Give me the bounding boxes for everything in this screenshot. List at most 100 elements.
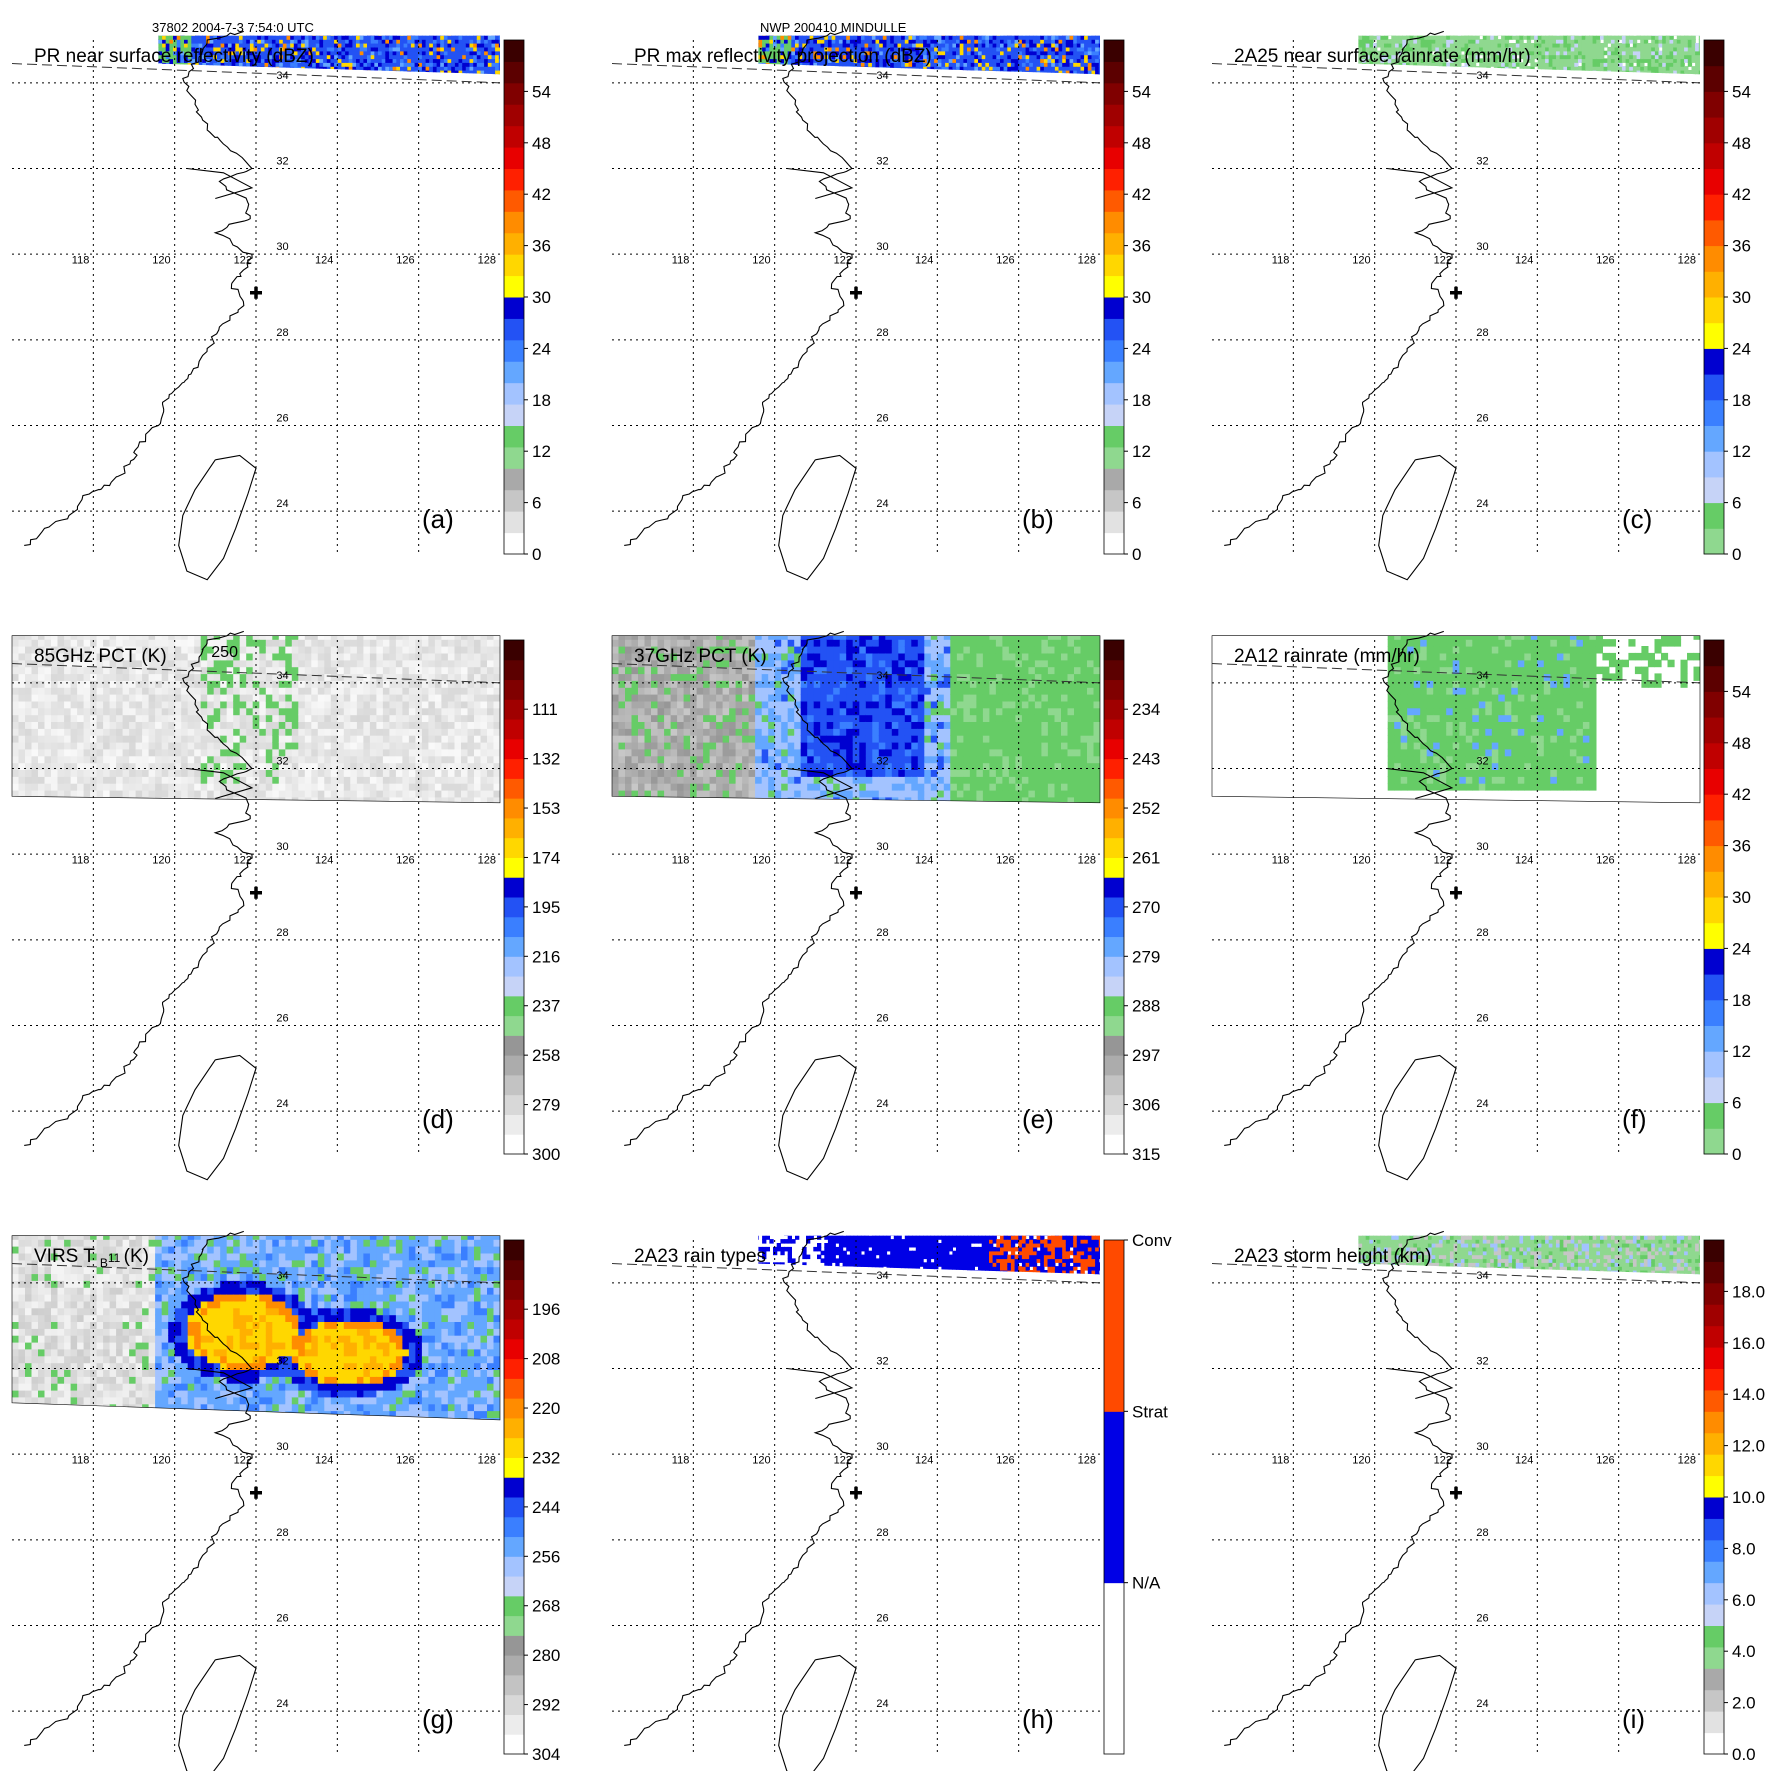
colorbar-label: 8.0 bbox=[1732, 1539, 1756, 1558]
lat-tick-label: 26 bbox=[1476, 413, 1488, 425]
lat-tick-label: 34 bbox=[1476, 670, 1488, 682]
lat-tick-label: 24 bbox=[1476, 1098, 1488, 1110]
lon-tick-label: 128 bbox=[1678, 255, 1696, 267]
colorbar-label: 306 bbox=[1132, 1096, 1160, 1115]
swath-edge-line bbox=[11, 663, 501, 684]
lat-tick-label: 34 bbox=[876, 70, 888, 82]
colorbar-label: 258 bbox=[532, 1046, 560, 1065]
lon-tick-label: 120 bbox=[1352, 855, 1370, 867]
colorbar-label: 48 bbox=[1132, 134, 1151, 153]
panel-letter: (g) bbox=[422, 1704, 454, 1734]
lat-tick-label: 26 bbox=[1476, 1013, 1488, 1025]
colorbar-label: 24 bbox=[1732, 339, 1751, 358]
lat-tick-label: 32 bbox=[276, 156, 288, 168]
lon-tick-label: 128 bbox=[1678, 855, 1696, 867]
panel-title: 85GHz PCT (K) bbox=[34, 646, 167, 667]
colorbar-label: 54 bbox=[532, 82, 551, 101]
colorbar-label: 153 bbox=[532, 799, 560, 818]
lon-tick-label: 124 bbox=[1515, 855, 1533, 867]
colorbar-label: 252 bbox=[1132, 799, 1160, 818]
river-mouth-outline bbox=[186, 167, 254, 200]
lat-tick-label: 24 bbox=[1476, 498, 1488, 510]
swath-edge-line bbox=[11, 1263, 501, 1284]
coastline bbox=[24, 630, 253, 1146]
colorbar-label: 54 bbox=[1732, 82, 1751, 101]
colorbar-label: 18 bbox=[1732, 991, 1751, 1010]
colorbar-label: 297 bbox=[1132, 1046, 1160, 1065]
lat-tick-label: 26 bbox=[276, 1013, 288, 1025]
colorbar-label: 48 bbox=[1732, 134, 1751, 153]
colorbar-label: 24 bbox=[1132, 339, 1151, 358]
lon-tick-label: 120 bbox=[152, 255, 170, 267]
colorbar-label: 30 bbox=[1732, 888, 1751, 907]
panel-title: 2A12 rainrate (mm/hr) bbox=[1234, 646, 1420, 667]
lon-tick-label: 120 bbox=[152, 1455, 170, 1467]
river-mouth-outline bbox=[786, 1367, 854, 1400]
colorbar-label: 12 bbox=[1132, 442, 1151, 461]
lon-tick-label: 118 bbox=[72, 855, 90, 867]
colorbar-label: 42 bbox=[532, 185, 551, 204]
swath-edge-line bbox=[1211, 63, 1701, 84]
lon-tick-label: 120 bbox=[152, 855, 170, 867]
lat-tick-label: 26 bbox=[276, 413, 288, 425]
graticule bbox=[1212, 1240, 1700, 1754]
colorbar-label: 12 bbox=[1732, 442, 1751, 461]
plus-marker-icon bbox=[250, 286, 262, 299]
colorbar-label: 24 bbox=[532, 339, 551, 358]
lon-tick-label: 118 bbox=[672, 255, 690, 267]
lat-tick-label: 28 bbox=[276, 327, 288, 339]
swath-field bbox=[758, 35, 1100, 75]
colorbar-label: 6 bbox=[532, 494, 541, 513]
panel-title: 2A23 rain types bbox=[634, 1246, 766, 1267]
panel-letter: (i) bbox=[1622, 1704, 1645, 1734]
colorbar-label: 42 bbox=[1732, 185, 1751, 204]
river-mouth-outline bbox=[186, 1367, 254, 1400]
graticule bbox=[1212, 40, 1700, 554]
coastline bbox=[24, 30, 253, 546]
lon-tick-label: 124 bbox=[915, 255, 933, 267]
colorbar-label: 36 bbox=[1132, 237, 1151, 256]
lat-tick-label: 32 bbox=[876, 156, 888, 168]
lon-tick-label: 122 bbox=[834, 1455, 852, 1467]
swath-edge-line bbox=[1211, 1263, 1701, 1284]
coastline bbox=[1224, 30, 1453, 546]
lon-tick-label: 122 bbox=[234, 255, 252, 267]
lon-tick-label: 118 bbox=[672, 855, 690, 867]
plus-marker-icon bbox=[850, 886, 862, 899]
colorbar-label: 270 bbox=[1132, 898, 1160, 917]
lat-tick-label: 34 bbox=[1476, 1270, 1488, 1282]
colorbar-label: 237 bbox=[532, 997, 560, 1016]
lat-tick-label: 24 bbox=[276, 1698, 288, 1710]
colorbar-label: 132 bbox=[532, 750, 560, 769]
lat-tick-label: 28 bbox=[1476, 927, 1488, 939]
plus-marker-icon bbox=[1450, 886, 1462, 899]
lon-tick-label: 126 bbox=[1596, 1455, 1614, 1467]
panel-letter: (e) bbox=[1022, 1104, 1054, 1134]
river-mouth-outline bbox=[1386, 1367, 1454, 1400]
lon-tick-label: 124 bbox=[1515, 255, 1533, 267]
lon-tick-label: 120 bbox=[752, 255, 770, 267]
swath-edge-line bbox=[611, 663, 1101, 684]
taiwan-outline bbox=[778, 1054, 857, 1181]
colorbar-label: 12.0 bbox=[1732, 1437, 1765, 1456]
map-panel-e: 118 120 122 124 126 128 24 26 28 30 32 34 37GHz PCT … bbox=[611, 630, 1160, 1181]
colorbar: 304 292 280 268 256 244 232 220 208 196 bbox=[503, 1239, 560, 1764]
colorbar-label: 0 bbox=[1732, 1145, 1741, 1164]
colorbar-label: 18 bbox=[1732, 391, 1751, 410]
lon-tick-label: 122 bbox=[234, 855, 252, 867]
colorbar-label: 216 bbox=[532, 947, 560, 966]
lon-tick-label: 124 bbox=[315, 855, 333, 867]
colorbar-label: 234 bbox=[1132, 700, 1160, 719]
colorbar: 0 6 12 18 24 30 36 42 48 54 bbox=[1703, 39, 1751, 564]
swath-edge-line bbox=[611, 1263, 1101, 1284]
colorbar-label: 208 bbox=[532, 1350, 560, 1369]
lat-tick-label: 34 bbox=[876, 670, 888, 682]
lat-tick-label: 30 bbox=[1476, 841, 1488, 853]
colorbar-label: 256 bbox=[532, 1547, 560, 1566]
graticule bbox=[612, 40, 1100, 554]
lat-tick-label: 30 bbox=[1476, 241, 1488, 253]
lon-tick-label: 118 bbox=[72, 255, 90, 267]
colorbar-label: 279 bbox=[532, 1096, 560, 1115]
